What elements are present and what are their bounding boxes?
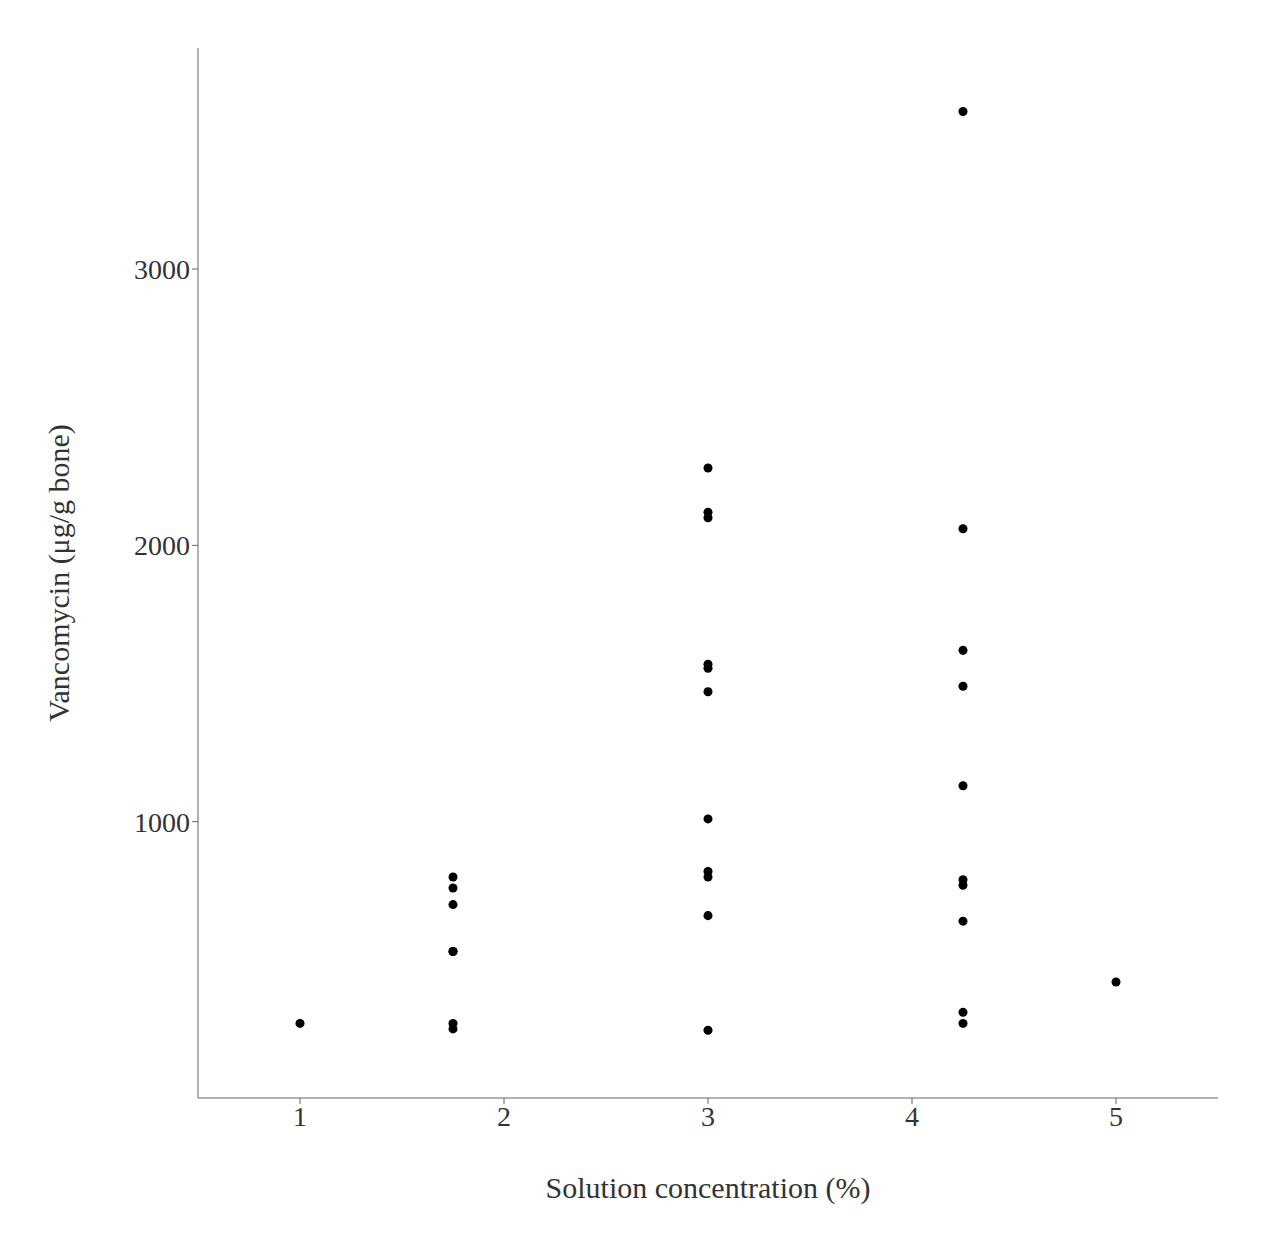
svg-text:1: 1 [293,1101,307,1132]
svg-text:5: 5 [1109,1101,1123,1132]
svg-text:4: 4 [905,1101,919,1132]
svg-text:Solution concentration (%): Solution concentration (%) [546,1171,871,1205]
svg-text:2000: 2000 [134,530,190,561]
svg-text:2: 2 [497,1101,511,1132]
svg-text:3: 3 [701,1101,715,1132]
svg-text:1000: 1000 [134,807,190,838]
svg-text:3000: 3000 [134,254,190,285]
svg-text:Vancomycin (μg/g bone): Vancomycin (μg/g bone) [42,424,76,722]
